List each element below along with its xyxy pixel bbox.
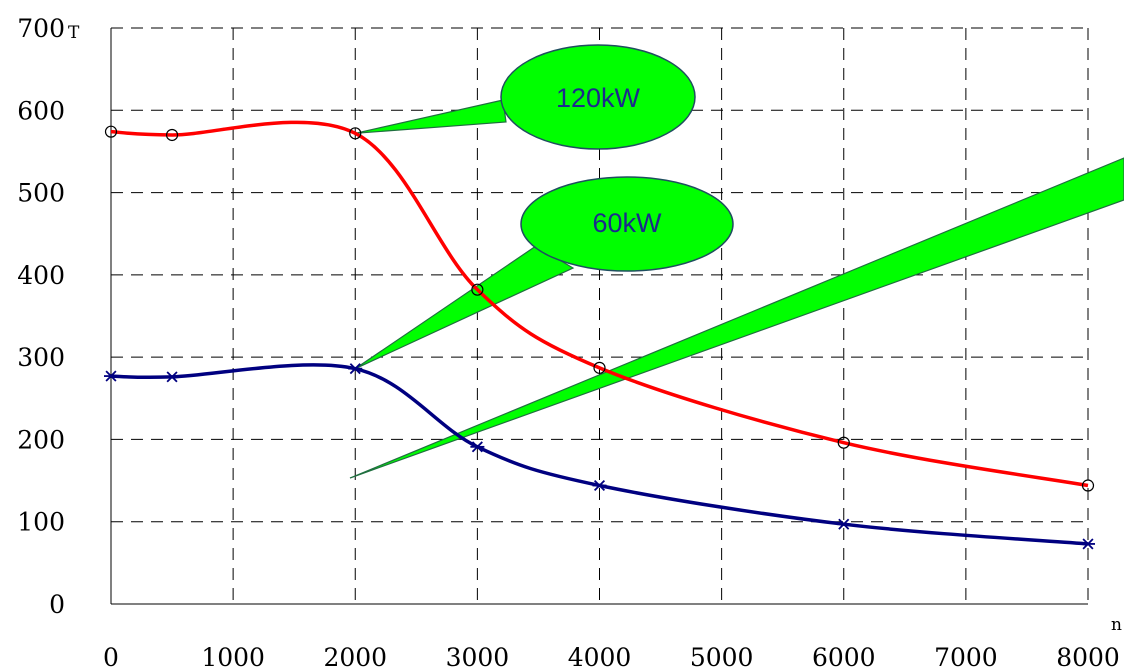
callout-60kw-bubble [520, 176, 734, 272]
series-line-0 [110, 120, 1089, 488]
tick-labels: 0 1000 2000 3000 4000 5000 6000 7000 8000 0 100 200… [17, 14, 1120, 672]
y-tick-label-400: 400 [17, 261, 65, 290]
series-1-point-2000 [348, 363, 363, 375]
x-tick-label-5000: 5000 [690, 643, 754, 672]
series-0-point-8000 [1081, 479, 1095, 492]
callout-pointer-60kw [354, 245, 575, 370]
callout-120kw-bubble [500, 44, 696, 150]
series-line-1 [110, 363, 1089, 546]
callout-60kw-label: 60kW [592, 208, 662, 238]
x-axis-label: n [1111, 615, 1122, 635]
y-axis-label: T [68, 23, 80, 43]
series-1-point-500 [165, 371, 180, 383]
y-tick-label-0: 0 [49, 590, 65, 619]
y-tick-label-300: 300 [17, 343, 65, 372]
x-tick-label-6000: 6000 [812, 643, 876, 672]
x-tick-label-8000: 8000 [1056, 643, 1120, 672]
series-0-point-2000 [349, 127, 362, 140]
green-band-pointer [349, 157, 1124, 479]
x-tick-label-7000: 7000 [934, 643, 998, 672]
x-tick-label-0: 0 [103, 643, 119, 672]
y-tick-label-600: 600 [17, 96, 65, 125]
y-tick-label-500: 500 [17, 179, 65, 208]
callout-pointers [349, 99, 1124, 479]
axes [110, 28, 1088, 605]
x-tick-label-2000: 2000 [323, 643, 387, 672]
series-1-point-6000 [836, 518, 851, 530]
callout-pointer-120kw [355, 99, 507, 134]
series-1-point-8000 [1081, 538, 1095, 550]
y-tick-label-100: 100 [17, 508, 65, 537]
y-tick-label-200: 200 [17, 425, 65, 454]
series-markers [104, 125, 1095, 550]
series-lines [110, 120, 1089, 546]
x-tick-label-1000: 1000 [201, 643, 265, 672]
x-tick-label-4000: 4000 [568, 643, 632, 672]
series-0-point-0 [104, 125, 118, 138]
series-0-point-6000 [837, 436, 850, 449]
x-tick-label-3000: 3000 [446, 643, 510, 672]
series-1-point-3000 [470, 441, 485, 453]
series-0-point-3000 [471, 283, 484, 296]
series-1-point-0 [104, 370, 118, 382]
series-0-point-500 [165, 128, 179, 142]
series-0-point-4000 [593, 361, 606, 374]
y-tick-label-700: 700 [17, 14, 65, 43]
callouts: 120kW 60kW [500, 44, 734, 272]
callout-120kw-label: 120kW [556, 83, 641, 113]
series-1-point-4000 [592, 479, 607, 492]
